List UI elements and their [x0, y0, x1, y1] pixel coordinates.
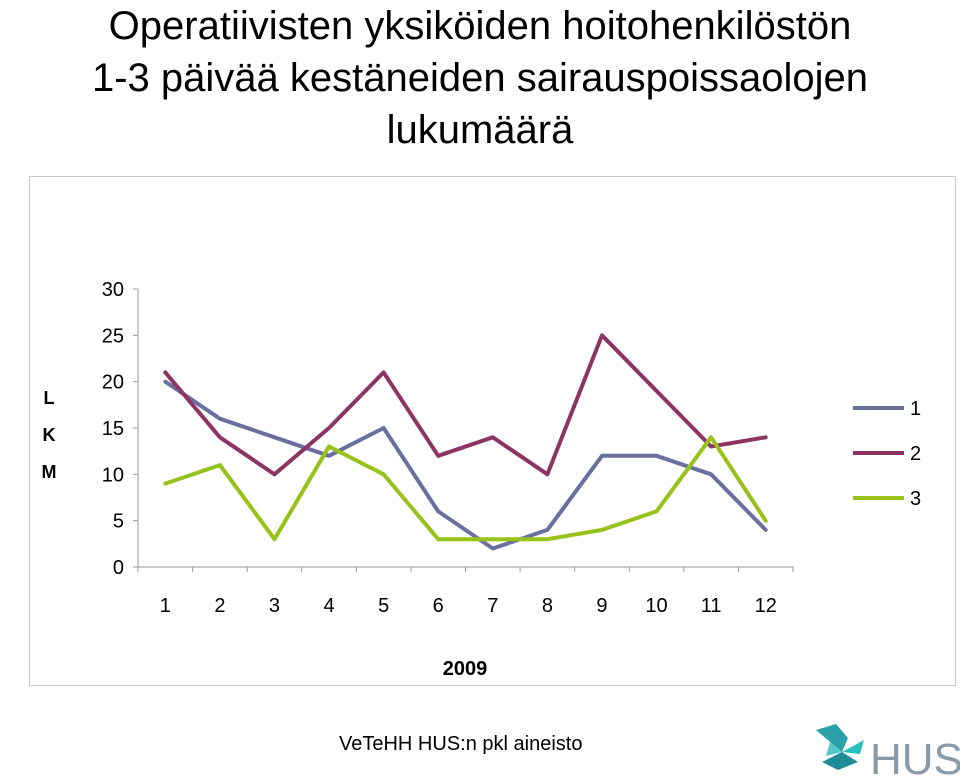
legend-label-1: 1 — [910, 398, 921, 420]
legend-label-3: 3 — [910, 488, 921, 510]
x-tick-label: 11 — [701, 595, 722, 617]
hus-logo: HUS — [816, 724, 960, 776]
x-axis-title: 2009 — [443, 658, 488, 680]
series-line-2 — [163, 333, 768, 477]
title-line-1: Operatiivisten yksiköiden hoitohenkilöst… — [108, 4, 852, 48]
hus-logo-text: HUS — [870, 735, 960, 776]
x-tick-label: 2 — [214, 595, 225, 617]
x-tick-label: 3 — [269, 595, 280, 617]
x-tick-label: 6 — [433, 595, 444, 617]
y-tick-label: 0 — [113, 557, 124, 579]
series-line-1 — [163, 379, 768, 551]
y-tick-label: 30 — [102, 279, 124, 301]
y-axis-title-letter: K — [43, 425, 56, 445]
x-tick-label: 1 — [160, 595, 171, 617]
hus-logo-mark — [816, 724, 864, 770]
x-tick-label: 9 — [596, 595, 607, 617]
x-tick-label: 5 — [378, 595, 389, 617]
x-tick-label: 4 — [323, 595, 334, 617]
y-tick-label: 5 — [113, 511, 124, 533]
source-note: VeTeHH HUS:n pkl aineisto — [339, 733, 583, 755]
legend-label-2: 2 — [910, 443, 921, 465]
y-tick-label: 10 — [102, 464, 124, 486]
x-tick-label: 12 — [755, 595, 777, 617]
y-tick-label: 25 — [102, 325, 124, 347]
title-line-2: 1-3 päivää kestäneiden sairauspoissaoloj… — [91, 56, 869, 100]
title-line-3: lukumäärä — [386, 108, 574, 152]
y-tick-label: 15 — [102, 418, 124, 440]
chart-area: 0 5 10 15 20 25 30 1 2 3 4 5 6 7 8 9 10 11 12 2009 L K M 1 2 3 — [29, 176, 956, 686]
y-axis-title-letter: M — [42, 462, 57, 482]
chart-title: Operatiivisten yksiköiden hoitohenkilöst… — [0, 0, 960, 156]
y-tick-label: 20 — [102, 372, 124, 394]
series-line-3 — [163, 435, 768, 542]
y-axis-title-letter: L — [44, 388, 55, 408]
x-tick-label: 10 — [645, 595, 667, 617]
x-tick-label: 7 — [487, 595, 498, 617]
x-tick-label: 8 — [542, 595, 553, 617]
